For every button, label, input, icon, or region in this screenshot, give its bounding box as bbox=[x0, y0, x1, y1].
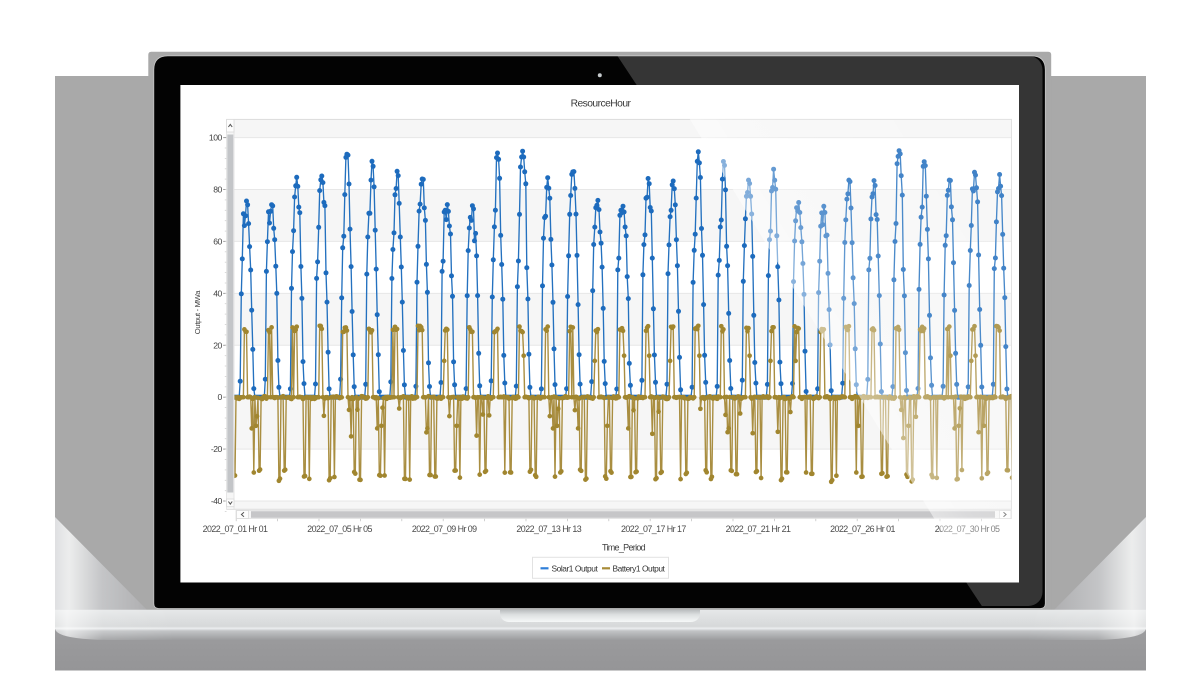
svg-text:2022_07_09 Hr 09: 2022_07_09 Hr 09 bbox=[412, 524, 477, 534]
svg-text:ResourceHour: ResourceHour bbox=[571, 99, 632, 110]
svg-text:60: 60 bbox=[213, 236, 222, 246]
svg-text:20: 20 bbox=[213, 340, 222, 350]
svg-text:Solar1 Output: Solar1 Output bbox=[552, 563, 599, 573]
svg-text:Battery1 Output: Battery1 Output bbox=[613, 563, 666, 573]
svg-text:Output - MWa: Output - MWa bbox=[193, 290, 202, 334]
svg-text:2022_07_26 Hr 01: 2022_07_26 Hr 01 bbox=[830, 524, 895, 534]
svg-text:-40: -40 bbox=[211, 496, 223, 506]
svg-text:2022_07_01 Hr 01: 2022_07_01 Hr 01 bbox=[203, 524, 268, 534]
svg-text:-20: -20 bbox=[211, 444, 223, 454]
svg-text:40: 40 bbox=[213, 288, 222, 298]
svg-text:80: 80 bbox=[213, 185, 222, 195]
svg-text:0: 0 bbox=[218, 392, 223, 402]
svg-text:2022_07_21 Hr 21: 2022_07_21 Hr 21 bbox=[726, 524, 791, 534]
svg-text:Time_Period: Time_Period bbox=[602, 543, 646, 553]
svg-text:2022_07_13 Hr 13: 2022_07_13 Hr 13 bbox=[516, 524, 581, 534]
svg-text:100: 100 bbox=[209, 133, 223, 143]
svg-text:2022_07_05 Hr 05: 2022_07_05 Hr 05 bbox=[307, 524, 372, 534]
svg-text:2022_07_17 Hr 17: 2022_07_17 Hr 17 bbox=[621, 524, 686, 534]
